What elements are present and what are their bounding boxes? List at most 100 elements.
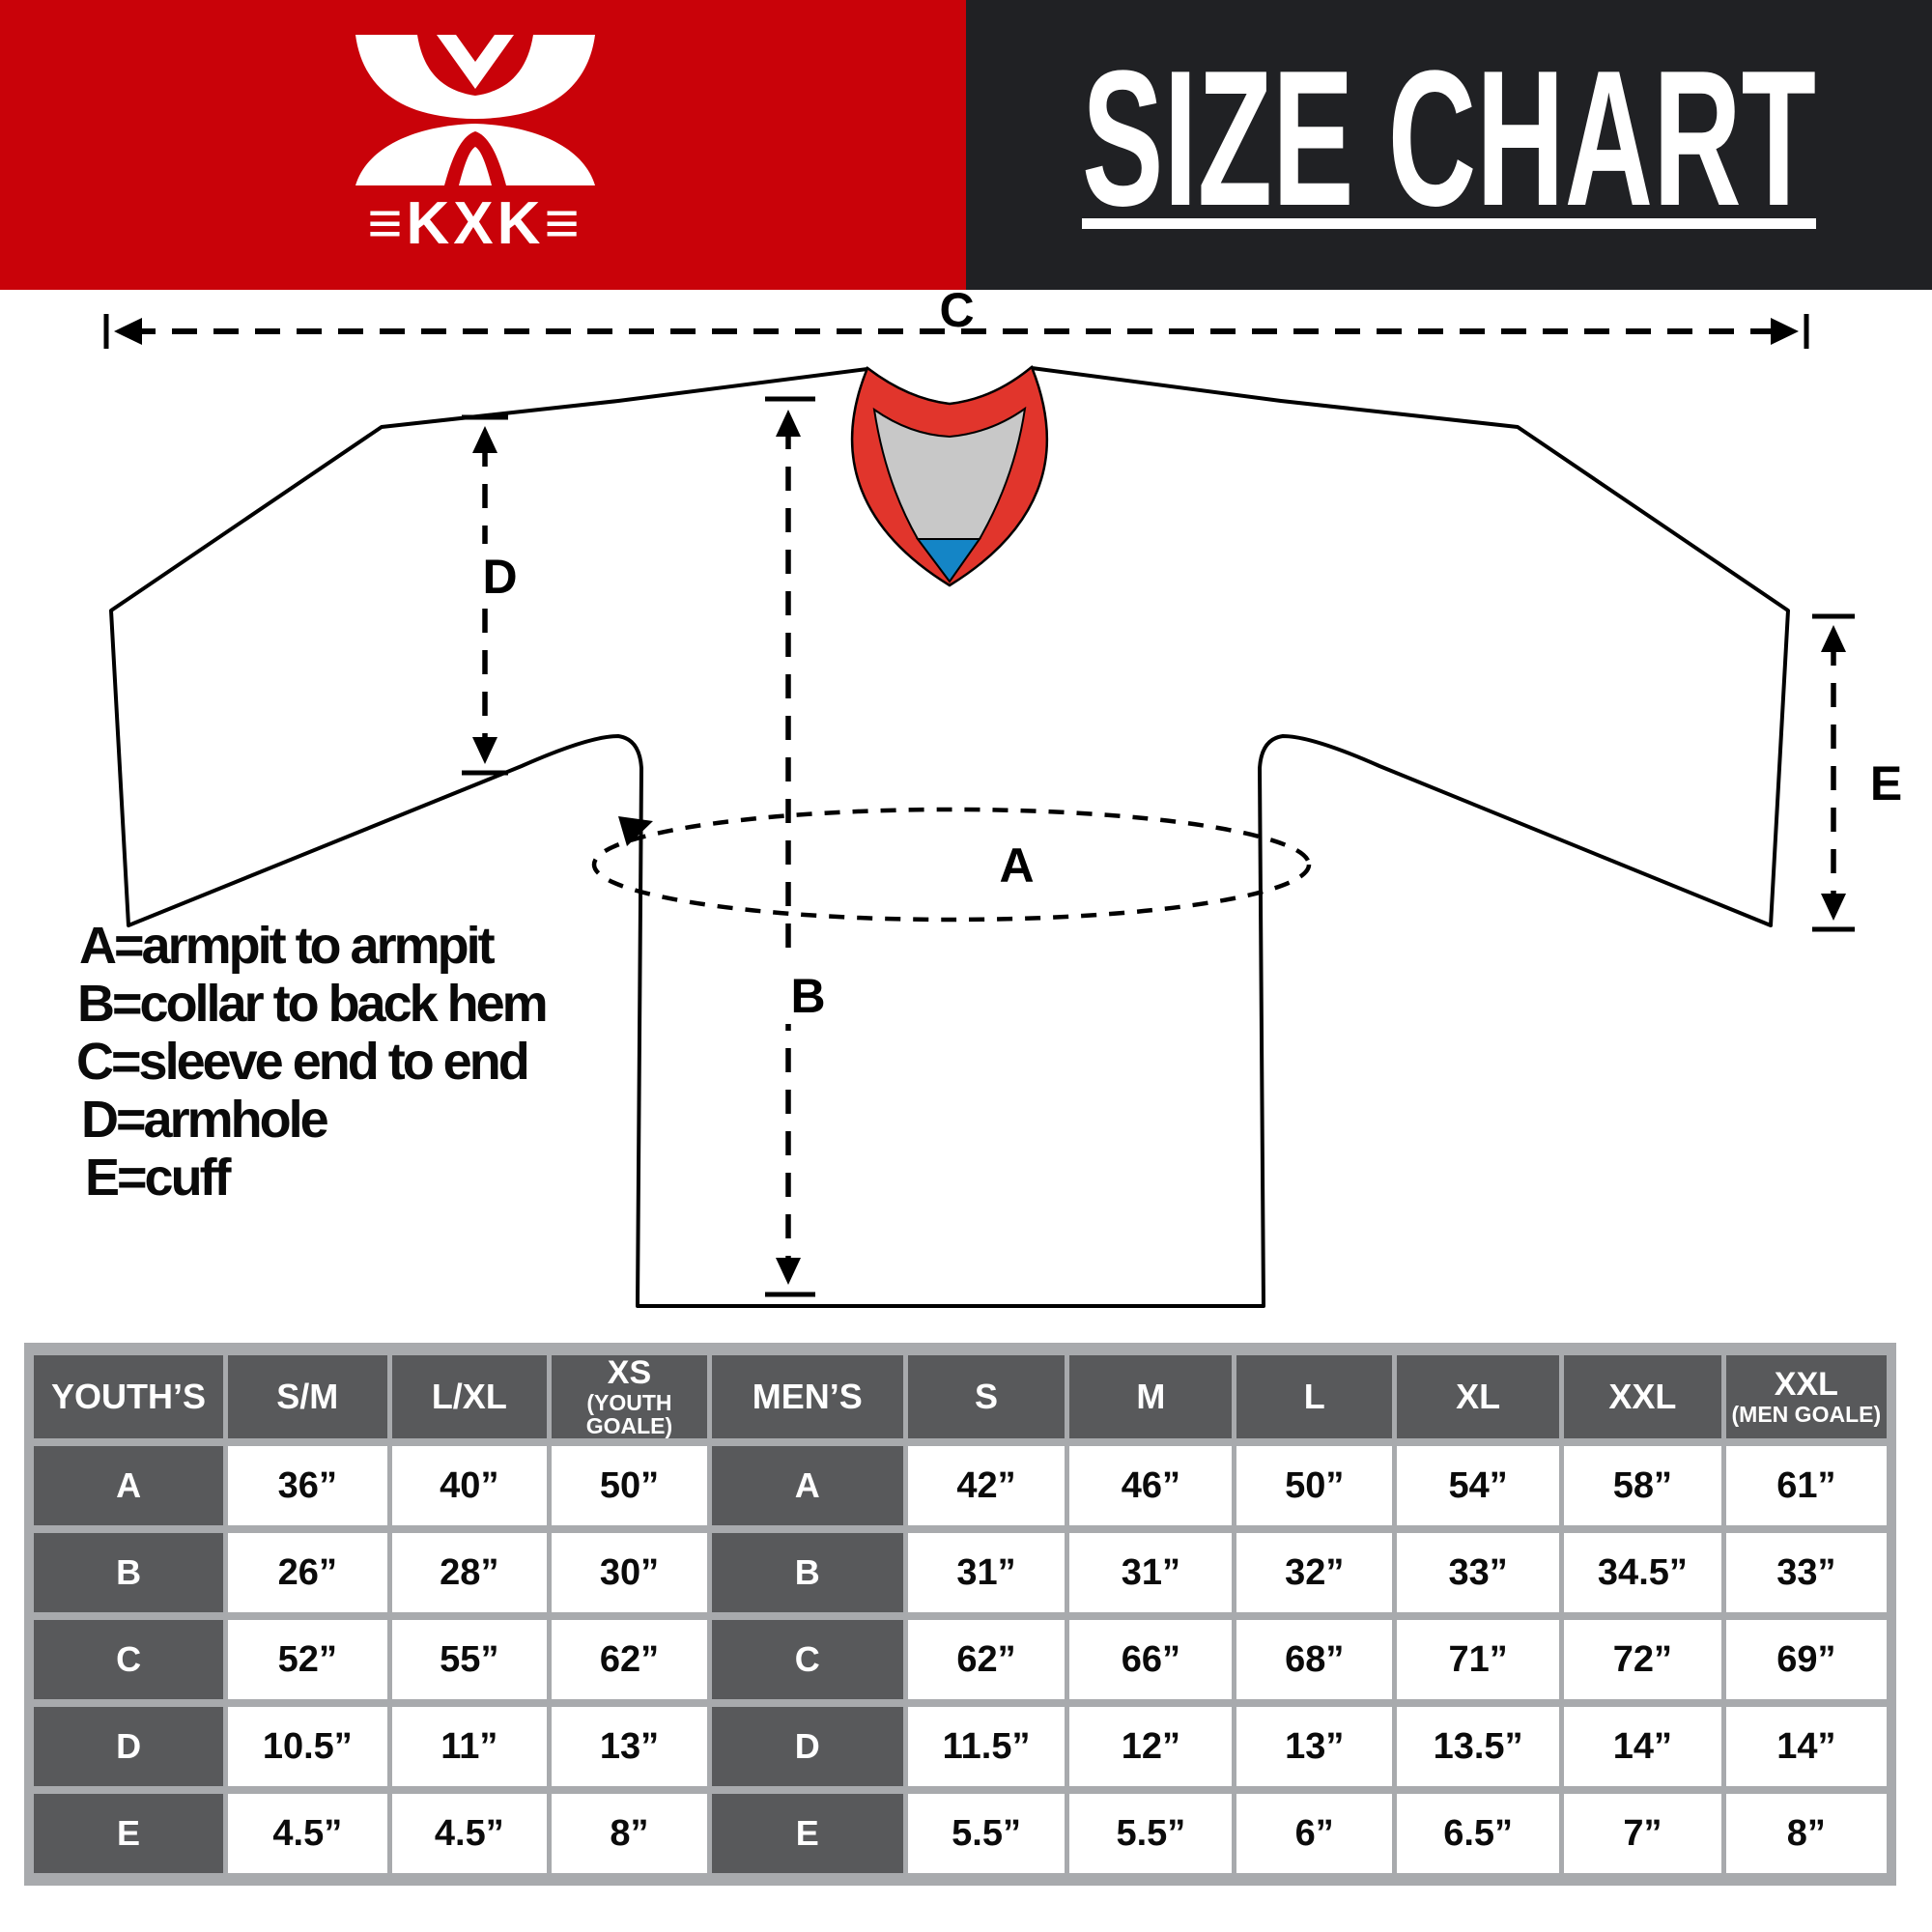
row-label: B [711, 1533, 903, 1612]
value-cell: 72” [1564, 1620, 1721, 1699]
value-cell: 50” [552, 1446, 707, 1525]
brand-panel: ≡KXK≡ [0, 0, 966, 290]
value-cell: 14” [1725, 1707, 1887, 1786]
measure-label-a: A [999, 838, 1033, 893]
value-cell: 66” [1069, 1620, 1233, 1699]
kxk-logo-icon: ≡KXK≡ [355, 35, 595, 257]
value-cell: 68” [1236, 1620, 1393, 1699]
d-label-backing [464, 544, 518, 604]
measure-label-e: E [1870, 756, 1901, 810]
value-cell: 71” [1397, 1620, 1560, 1699]
value-cell: 62” [552, 1620, 707, 1699]
header-mens-xxl: XXL [1564, 1355, 1721, 1438]
value-cell: 50” [1236, 1446, 1393, 1525]
collar-inner [872, 406, 1027, 540]
value-cell: 31” [1069, 1533, 1233, 1612]
table-row-d: D 10.5” 11” 13” D 11.5” 12” 13” 13.5” 14… [34, 1707, 1887, 1786]
value-cell: 28” [391, 1533, 548, 1612]
b-arrow-down-icon [776, 1258, 801, 1285]
c-arrow-left-icon [114, 318, 142, 345]
row-label: C [711, 1620, 903, 1699]
value-cell: 30” [552, 1533, 707, 1612]
row-label: E [34, 1794, 224, 1873]
value-cell: 4.5” [228, 1794, 387, 1873]
value-cell: 40” [391, 1446, 548, 1525]
value-cell: 36” [228, 1446, 387, 1525]
row-label: A [711, 1446, 903, 1525]
value-cell: 11.5” [907, 1707, 1065, 1786]
header-mens-l: L [1236, 1355, 1393, 1438]
header-youth-sm: S/M [228, 1355, 387, 1438]
measure-label-b: B [790, 969, 824, 1023]
value-cell: 58” [1564, 1446, 1721, 1525]
row-label: C [34, 1620, 224, 1699]
value-cell: 32” [1236, 1533, 1393, 1612]
size-chart-table: YOUTH’S S/M L/XL XS (YOUTH GOALE) MEN’S … [24, 1343, 1896, 1886]
measure-label-d: D [482, 550, 516, 604]
value-cell: 31” [907, 1533, 1065, 1612]
brand-wordmark: ≡KXK≡ [367, 190, 582, 257]
row-label: B [34, 1533, 224, 1612]
header-mens-goalie-size: XXL [1774, 1366, 1838, 1404]
value-cell: 6” [1236, 1794, 1393, 1873]
row-label: E [711, 1794, 903, 1873]
value-cell: 54” [1397, 1446, 1560, 1525]
row-label: D [711, 1707, 903, 1786]
header-mens-goalie: XXL (MEN GOALE) [1725, 1355, 1887, 1438]
e-arrow-up-icon [1821, 625, 1846, 652]
a-measure-ellipse [591, 807, 1312, 923]
table-row-b: B 26” 28” 30” B 31” 31” 32” 33” 34.5” 33… [34, 1533, 1887, 1612]
measure-label-c: C [939, 290, 973, 337]
value-cell: 5.5” [1069, 1794, 1233, 1873]
b-arrow-up-icon [776, 410, 801, 437]
table-header-row: YOUTH’S S/M L/XL XS (YOUTH GOALE) MEN’S … [34, 1355, 1887, 1438]
value-cell: 62” [907, 1620, 1065, 1699]
header-youth-group: YOUTH’S [34, 1355, 224, 1438]
table-row-c: C 52” 55” 62” C 62” 66” 68” 71” 72” 69” [34, 1620, 1887, 1699]
header-youth-goalie-size: XS [607, 1355, 652, 1392]
legend-line-e: E=cuff [85, 1149, 233, 1207]
title-panel: SIZE CHART [966, 0, 1932, 290]
value-cell: 5.5” [907, 1794, 1065, 1873]
value-cell: 11” [391, 1707, 548, 1786]
e-arrow-down-icon [1821, 894, 1846, 921]
title-art: SIZE CHART [1082, 31, 1816, 246]
jersey-diagram: C D B E A A=armpit to armpit B=collar to… [76, 290, 1902, 1308]
value-cell: 7” [1564, 1794, 1721, 1873]
value-cell: 10.5” [228, 1707, 387, 1786]
value-cell: 4.5” [391, 1794, 548, 1873]
value-cell: 33” [1725, 1533, 1887, 1612]
value-cell: 8” [1725, 1794, 1887, 1873]
a-arrow-icon [618, 816, 653, 846]
value-cell: 42” [907, 1446, 1065, 1525]
value-cell: 61” [1725, 1446, 1887, 1525]
value-cell: 13” [1236, 1707, 1393, 1786]
title-underline [1082, 218, 1816, 229]
page-title: SIZE CHART [1082, 31, 1816, 246]
header-mens-xl: XL [1397, 1355, 1560, 1438]
value-cell: 14” [1564, 1707, 1721, 1786]
d-arrow-up-icon [472, 426, 497, 453]
d-arrow-down-icon [472, 737, 497, 764]
legend-line-a: A=armpit to armpit [79, 917, 496, 975]
legend-line-c: C=sleeve end to end [76, 1033, 527, 1091]
header-youth-lxl: L/XL [391, 1355, 548, 1438]
table-row-e: E 4.5” 4.5” 8” E 5.5” 5.5” 6” 6.5” 7” 8” [34, 1794, 1887, 1873]
value-cell: 55” [391, 1620, 548, 1699]
legend-line-b: B=collar to back hem [77, 975, 546, 1033]
value-cell: 6.5” [1397, 1794, 1560, 1873]
value-cell: 34.5” [1564, 1533, 1721, 1612]
legend-line-d: D=armhole [81, 1091, 328, 1149]
header-youth-goalie-note: (YOUTH GOALE) [585, 1389, 673, 1438]
table-row-a: A 36” 40” 50” A 42” 46” 50” 54” 58” 61” [34, 1446, 1887, 1525]
value-cell: 33” [1397, 1533, 1560, 1612]
collar-blue-patch [916, 538, 981, 583]
b-label-backing [779, 960, 835, 1024]
row-label: A [34, 1446, 224, 1525]
value-cell: 46” [1069, 1446, 1233, 1525]
value-cell: 69” [1725, 1620, 1887, 1699]
c-arrow-right-icon [1771, 318, 1799, 345]
header-mens-group: MEN’S [711, 1355, 903, 1438]
value-cell: 26” [228, 1533, 387, 1612]
